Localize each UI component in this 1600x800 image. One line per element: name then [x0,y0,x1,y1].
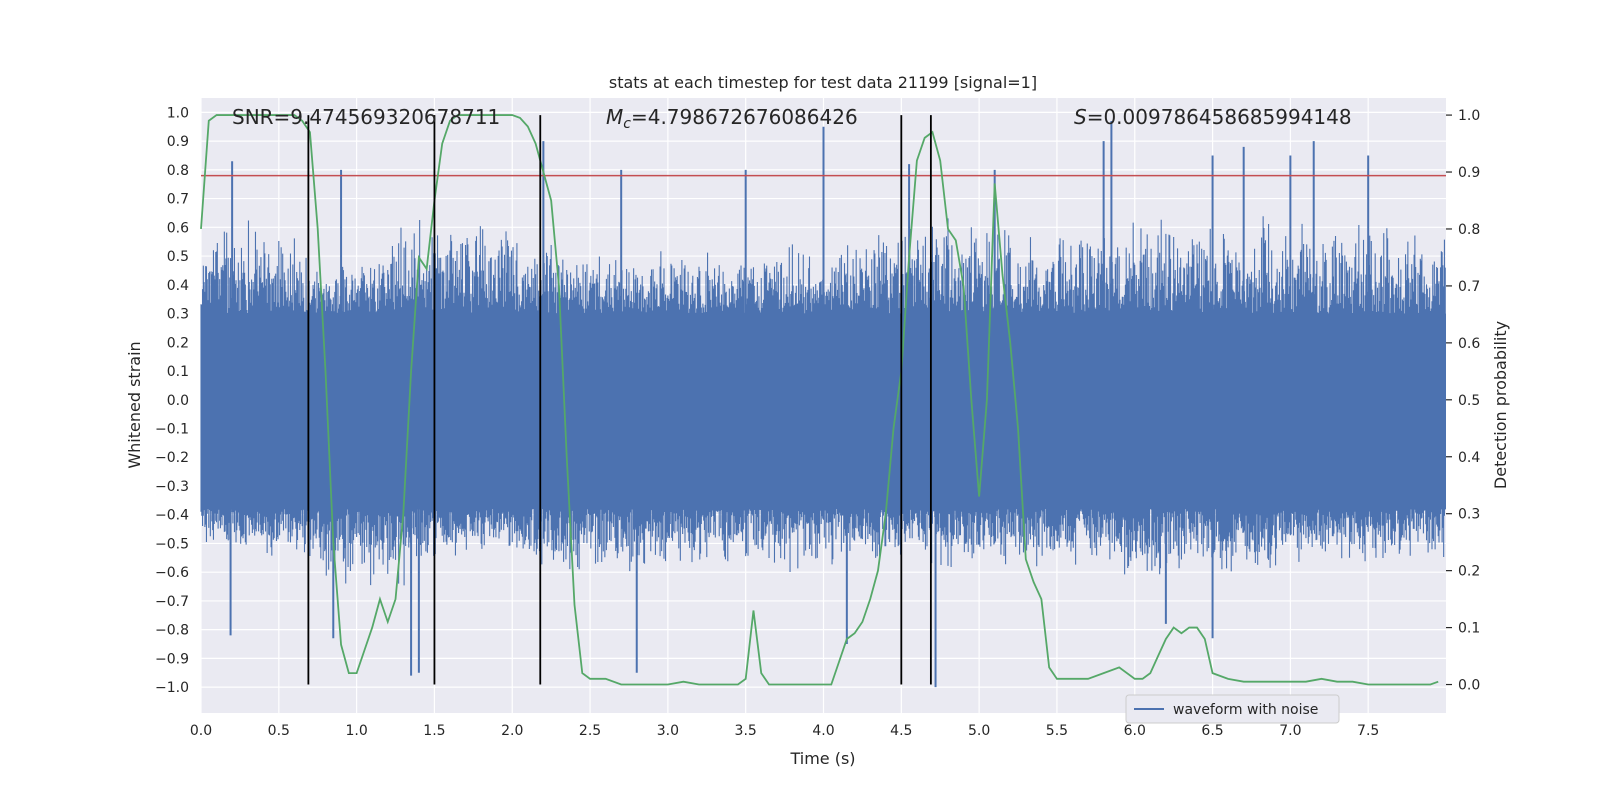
y-left-tick-label: 0.9 [167,134,189,150]
y-right-tick-label: 0.8 [1458,222,1480,238]
y-right-tick-label: 0.3 [1458,507,1480,523]
x-tick-label: 7.5 [1357,723,1379,739]
x-tick-label: 3.5 [735,723,757,739]
x-tick-label: 2.0 [501,723,523,739]
y-left-tick-label: −0.5 [155,536,189,552]
x-axis-ticks: 0.0 0.5 1.0 1.5 2.0 2.5 3.0 3.5 4.0 4.5 5.0 5.5 6.0 6… [190,723,1379,739]
y-left-tick-label: 1.0 [167,105,189,121]
x-tick-label: 2.5 [579,723,601,739]
y-left-tick-label: −0.8 [155,623,189,639]
y-right-tick-label: 0.2 [1458,564,1480,580]
x-tick-label: 6.5 [1201,723,1223,739]
vertical-lines [307,115,932,685]
x-axis-label: Time (s) [789,749,855,768]
y-left-tick-label: −0.3 [155,479,189,495]
y-right-axis-ticks: 1.0 0.9 0.8 0.7 0.6 0.5 0.4 0.3 0.2 0.1 0.0 [1446,108,1480,694]
y-left-tick-label: −0.7 [155,594,189,610]
y-left-axis-ticks: 1.0 0.9 0.8 0.7 0.6 0.5 0.4 0.3 0.2 0.1 0.0 −0.1 −0.… [155,105,189,696]
x-tick-label: 6.0 [1124,723,1146,739]
y-right-tick-label: 0.9 [1458,165,1480,181]
legend: waveform with noise [1125,694,1340,724]
probability-series [200,114,1439,686]
x-tick-label: 1.5 [423,723,445,739]
y-left-tick-label: −1.0 [155,680,189,696]
mc-symbol: M [606,105,623,129]
y-right-tick-label: 0.0 [1458,678,1480,694]
y-left-axis-label: Whitened strain [125,341,144,468]
y-left-tick-label: −0.1 [155,421,189,437]
y-right-axis-label: Detection probability [1491,321,1510,489]
y-left-tick-label: −0.9 [155,651,189,667]
y-left-tick-label: 0.4 [167,278,189,294]
y-left-tick-label: 0.0 [167,393,189,409]
s-annotation: S=0.009786458685994148 [1074,105,1352,129]
y-left-tick-label: 0.6 [167,220,189,236]
x-tick-label: 0.0 [190,723,212,739]
detection-probability-line [200,114,1439,686]
y-right-tick-label: 0.4 [1458,450,1480,466]
y-left-tick-label: 0.2 [167,335,189,351]
waveform-trace [200,216,1446,586]
y-right-tick-label: 0.5 [1458,393,1480,409]
x-tick-label: 3.0 [657,723,679,739]
y-right-tick-label: 0.1 [1458,621,1480,637]
y-right-tick-label: 0.7 [1458,279,1480,295]
x-tick-label: 5.0 [968,723,990,739]
y-left-tick-label: −0.2 [155,450,189,466]
y-left-tick-label: −0.4 [155,508,189,524]
mc-value: =4.798672676086426 [631,105,858,129]
mc-annotation: Mc=4.798672676086426 [606,105,858,132]
y-left-tick-label: −0.6 [155,565,189,581]
y-left-tick-label: 0.7 [167,192,189,208]
s-value: =0.009786458685994148 [1087,105,1352,129]
s-symbol: S [1074,105,1087,129]
mc-subscript: c [623,116,631,132]
y-right-tick-label: 0.6 [1458,336,1480,352]
x-tick-label: 7.0 [1279,723,1301,739]
x-tick-label: 0.5 [268,723,290,739]
y-left-tick-label: 0.1 [167,364,189,380]
y-left-tick-label: 0.5 [167,249,189,265]
x-tick-label: 4.5 [890,723,912,739]
y-left-tick-label: 0.8 [167,163,189,179]
chart-title: stats at each timestep for test data 211… [609,73,1037,92]
legend-label: waveform with noise [1173,702,1318,718]
x-tick-label: 5.5 [1046,723,1068,739]
y-right-tick-label: 1.0 [1458,108,1480,124]
x-tick-label: 1.0 [345,723,367,739]
snr-annotation: SNR=9.474569320678711 [232,105,500,129]
x-tick-label: 4.0 [812,723,834,739]
y-left-tick-label: 0.3 [167,307,189,323]
legend-box [1125,694,1340,724]
